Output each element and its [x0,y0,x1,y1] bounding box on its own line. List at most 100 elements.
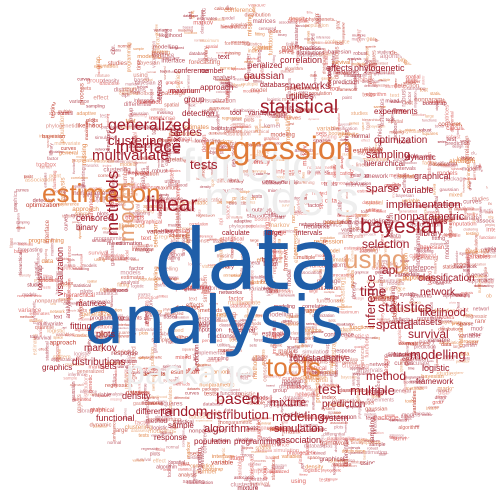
texture-word: tests [362,93,375,99]
texture-word: robust [441,325,445,334]
texture-word: visualization [439,98,462,103]
texture-word: gaussian [365,406,387,412]
texture-word: adaptive [77,111,97,117]
texture-word: variance [360,347,366,369]
word-inference: inference [363,274,378,328]
word-methods: methods [103,170,122,236]
texture-word: api [62,325,66,329]
texture-word: api [160,430,168,436]
texture-word: based [237,373,251,379]
texture-word: design [452,145,463,149]
word-gaussian: gaussian [244,71,285,82]
texture-word: functional [310,263,337,270]
texture-word: spatial [147,208,156,212]
texture-word: dynamic [78,227,82,239]
texture-word: population [111,175,116,195]
texture-word: normal [119,89,134,95]
texture-word: space [400,259,409,263]
texture-word: based [144,195,156,200]
texture-word: simulation [354,247,380,253]
texture-word: matrix [284,428,301,435]
texture-word: correlation [368,431,384,435]
word-phylogenetic: phylogenetic [354,63,405,73]
texture-word: space [471,211,476,223]
texture-word: bayesian [328,50,352,56]
texture-word: functions [422,119,437,123]
texture-word: markov [193,21,213,27]
texture-word: implementation [174,201,211,207]
texture-word: correlation [190,464,214,470]
texture-word: distributions [84,373,90,400]
texture-word: visualization [151,40,157,67]
texture-word: modeling [137,54,161,60]
texture-word: data [239,268,243,275]
texture-word: objects [435,99,439,110]
texture-word: models [260,210,281,217]
texture-word: bayesian [165,228,189,235]
texture-word: series [124,408,128,417]
texture-word: analysis [347,56,361,61]
texture-word: objects [77,394,83,413]
texture-word: forecasting [475,283,494,288]
word-network: network [420,287,456,298]
texture-word: data [276,238,281,247]
texture-word: modelling [266,312,294,319]
texture-word: text [273,455,280,460]
texture-word: distributions [295,358,328,365]
texture-word: random [475,318,496,325]
texture-word: differential [402,375,407,394]
texture-word: analysis [60,177,67,200]
word-text: text [218,54,230,61]
texture-word: mixed [99,332,108,336]
texture-word: regression [294,227,300,255]
texture-word: tests [319,477,331,483]
texture-word: effects [395,273,410,279]
texture-word: models [387,281,404,287]
texture-word: programming [176,285,212,292]
texture-word: inference [347,263,351,277]
texture-word: tests [275,214,284,219]
texture-word: genetic [311,427,328,433]
texture-word: framework [290,336,315,342]
texture-word: estimation [353,148,383,155]
texture-word: random [257,242,274,248]
texture-word: squares [241,418,252,422]
texture-word: toolbox [149,311,161,315]
texture-word: phylogenetic [357,400,361,419]
texture-word: sampling [208,262,224,267]
word-response: response [154,433,187,442]
word-association: association [276,435,322,445]
texture-word: models [471,326,491,333]
texture-word: estimation [167,137,173,163]
texture-word: robust [201,4,207,16]
texture-word: implementation [448,202,454,239]
texture-word: normal [166,340,182,346]
texture-word: differential [323,432,345,437]
texture-word: phylogenetic [163,308,183,312]
texture-word: plots [150,451,161,457]
texture-word: sparse [155,24,159,35]
texture-word: based [401,414,414,420]
texture-word: dynamic [368,389,387,395]
texture-word: differential [450,111,455,132]
texture-word: database [183,14,198,18]
texture-word: nonparametric [35,299,72,305]
texture-word: time [334,410,342,415]
texture-word: model [287,269,293,285]
texture-word: library [49,142,54,155]
texture-word: survival [393,435,415,442]
texture-word: matrix [168,222,182,228]
texture-word: kernel [364,58,370,74]
texture-word: penalized [270,427,292,433]
texture-word: text [225,366,230,374]
texture-word: sets [316,131,327,137]
texture-word: linear [115,202,125,206]
texture-word: variable [385,215,392,238]
texture-word: dynamic [160,150,180,156]
texture-word: estimation [116,241,142,247]
texture-word: robust [446,134,461,140]
texture-word: multiple [352,33,367,38]
texture-word: library [232,82,245,87]
texture-word: penalized [165,311,184,316]
texture-word: distribution [245,13,271,19]
